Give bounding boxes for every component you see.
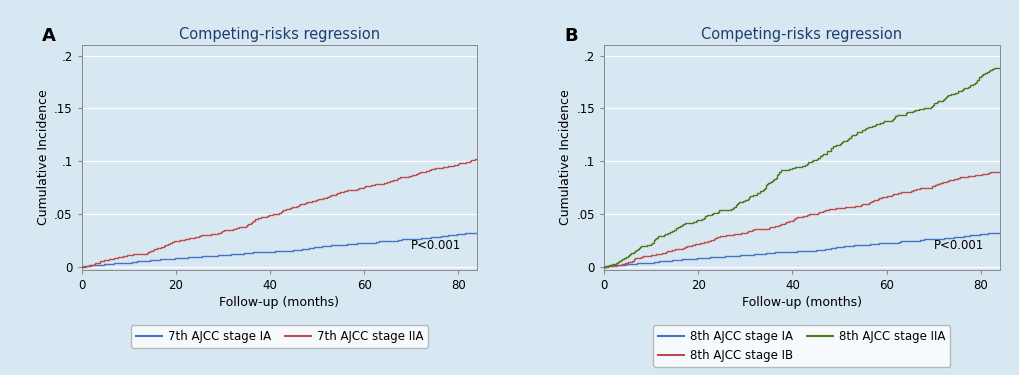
8th AJCC stage IIA — [620, 256, 632, 261]
8th AJCC stage IB — [597, 265, 609, 269]
7th AJCC stage IA — [471, 231, 483, 235]
7th AJCC stage IIA — [422, 168, 434, 172]
7th AJCC stage IA — [202, 254, 214, 258]
7th AJCC stage IIA — [274, 210, 286, 215]
8th AJCC stage IIA — [727, 206, 739, 211]
8th AJCC stage IIA — [993, 66, 1005, 70]
8th AJCC stage IIA — [988, 66, 1001, 70]
Line: 7th AJCC stage IA: 7th AJCC stage IA — [82, 233, 477, 267]
Text: P<0.001: P<0.001 — [932, 239, 982, 252]
8th AJCC stage IB — [899, 189, 911, 194]
8th AJCC stage IA — [872, 241, 884, 246]
Line: 8th AJCC stage IB: 8th AJCC stage IB — [603, 172, 999, 267]
Line: 7th AJCC stage IIA: 7th AJCC stage IIA — [82, 159, 477, 267]
8th AJCC stage IA — [993, 231, 1005, 235]
8th AJCC stage IA — [597, 265, 609, 269]
8th AJCC stage IIA — [597, 265, 609, 269]
7th AJCC stage IA — [438, 234, 450, 238]
7th AJCC stage IA — [308, 245, 320, 250]
Title: Competing-risks regression: Competing-risks regression — [178, 27, 380, 42]
7th AJCC stage IIA — [383, 179, 395, 184]
Text: A: A — [42, 27, 56, 45]
8th AJCC stage IB — [947, 177, 959, 182]
7th AJCC stage IA — [351, 241, 363, 246]
X-axis label: Follow-up (months): Follow-up (months) — [219, 296, 339, 309]
8th AJCC stage IA — [829, 245, 842, 250]
8th AJCC stage IA — [961, 234, 973, 238]
Y-axis label: Cumulative Incidence: Cumulative Incidence — [37, 90, 50, 225]
7th AJCC stage IIA — [469, 157, 481, 161]
8th AJCC stage IA — [723, 254, 736, 258]
7th AJCC stage IA — [297, 247, 309, 252]
8th AJCC stage IA — [916, 237, 928, 242]
8th AJCC stage IIA — [769, 176, 782, 180]
7th AJCC stage IA — [393, 237, 406, 242]
8th AJCC stage IB — [987, 170, 1000, 174]
Y-axis label: Cumulative Incidence: Cumulative Incidence — [558, 90, 572, 225]
8th AJCC stage IB — [813, 210, 825, 214]
8th AJCC stage IA — [991, 231, 1004, 235]
7th AJCC stage IA — [75, 265, 88, 269]
8th AJCC stage IB — [865, 200, 877, 204]
8th AJCC stage IA — [818, 247, 830, 252]
X-axis label: Follow-up (months): Follow-up (months) — [741, 296, 861, 309]
Legend: 7th AJCC stage IA, 7th AJCC stage IIA: 7th AJCC stage IA, 7th AJCC stage IIA — [130, 326, 428, 348]
Line: 8th AJCC stage IIA: 8th AJCC stage IIA — [603, 68, 999, 267]
7th AJCC stage IIA — [471, 157, 483, 161]
Text: B: B — [564, 27, 578, 45]
8th AJCC stage IB — [713, 235, 726, 239]
Text: P<0.001: P<0.001 — [411, 239, 461, 252]
8th AJCC stage IIA — [761, 181, 773, 185]
8th AJCC stage IIA — [675, 223, 687, 228]
Line: 8th AJCC stage IA: 8th AJCC stage IA — [603, 233, 999, 267]
8th AJCC stage IIA — [663, 231, 676, 235]
Legend: 8th AJCC stage IA, 8th AJCC stage IB, 8th AJCC stage IIA: 8th AJCC stage IA, 8th AJCC stage IB, 8t… — [653, 326, 950, 367]
8th AJCC stage IB — [993, 170, 1005, 174]
Title: Competing-risks regression: Competing-risks regression — [700, 27, 902, 42]
7th AJCC stage IIA — [75, 265, 88, 269]
7th AJCC stage IIA — [204, 232, 216, 237]
8th AJCC stage IB — [791, 215, 803, 220]
7th AJCC stage IIA — [334, 190, 346, 195]
7th AJCC stage IA — [470, 231, 482, 235]
7th AJCC stage IIA — [291, 204, 304, 209]
